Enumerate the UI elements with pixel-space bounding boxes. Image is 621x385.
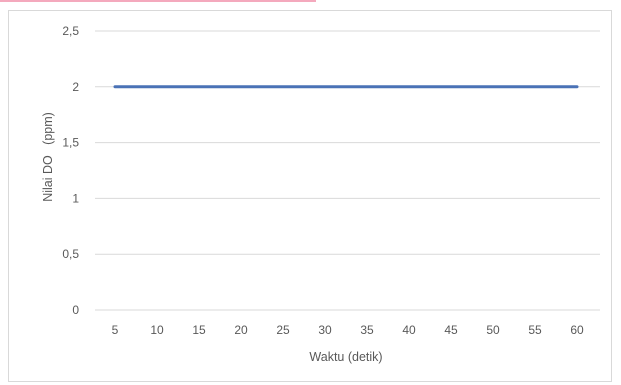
y-tick-label: 1,5 xyxy=(62,136,79,150)
x-tick-label: 50 xyxy=(486,323,500,337)
y-tick-label: 0 xyxy=(72,303,79,317)
y-tick-label: 0,5 xyxy=(62,247,79,261)
chart-frame xyxy=(8,10,612,382)
x-tick-label: 55 xyxy=(528,323,542,337)
x-tick-label: 35 xyxy=(360,323,374,337)
accent-strip xyxy=(0,0,316,2)
x-tick-label: 15 xyxy=(192,323,206,337)
y-axis-ticks: 0 0,5 1 1,5 2 2,5 xyxy=(62,24,79,317)
x-tick-label: 60 xyxy=(570,323,584,337)
x-tick-label: 45 xyxy=(444,323,458,337)
x-tick-label: 5 xyxy=(112,323,119,337)
y-axis-title: Nilai DO (ppm) xyxy=(41,112,55,202)
x-tick-label: 40 xyxy=(402,323,416,337)
x-tick-label: 25 xyxy=(276,323,290,337)
y-tick-label: 1 xyxy=(72,191,79,205)
y-tick-label: 2,5 xyxy=(62,24,79,38)
x-tick-label: 20 xyxy=(234,323,248,337)
x-axis-title: Waktu (detik) xyxy=(309,350,382,364)
x-tick-label: 10 xyxy=(150,323,164,337)
x-axis-ticks: 5 10 15 20 25 30 35 40 45 50 55 60 xyxy=(112,323,584,337)
gridlines xyxy=(95,30,600,311)
x-tick-label: 30 xyxy=(318,323,332,337)
y-tick-label: 2 xyxy=(72,80,79,94)
